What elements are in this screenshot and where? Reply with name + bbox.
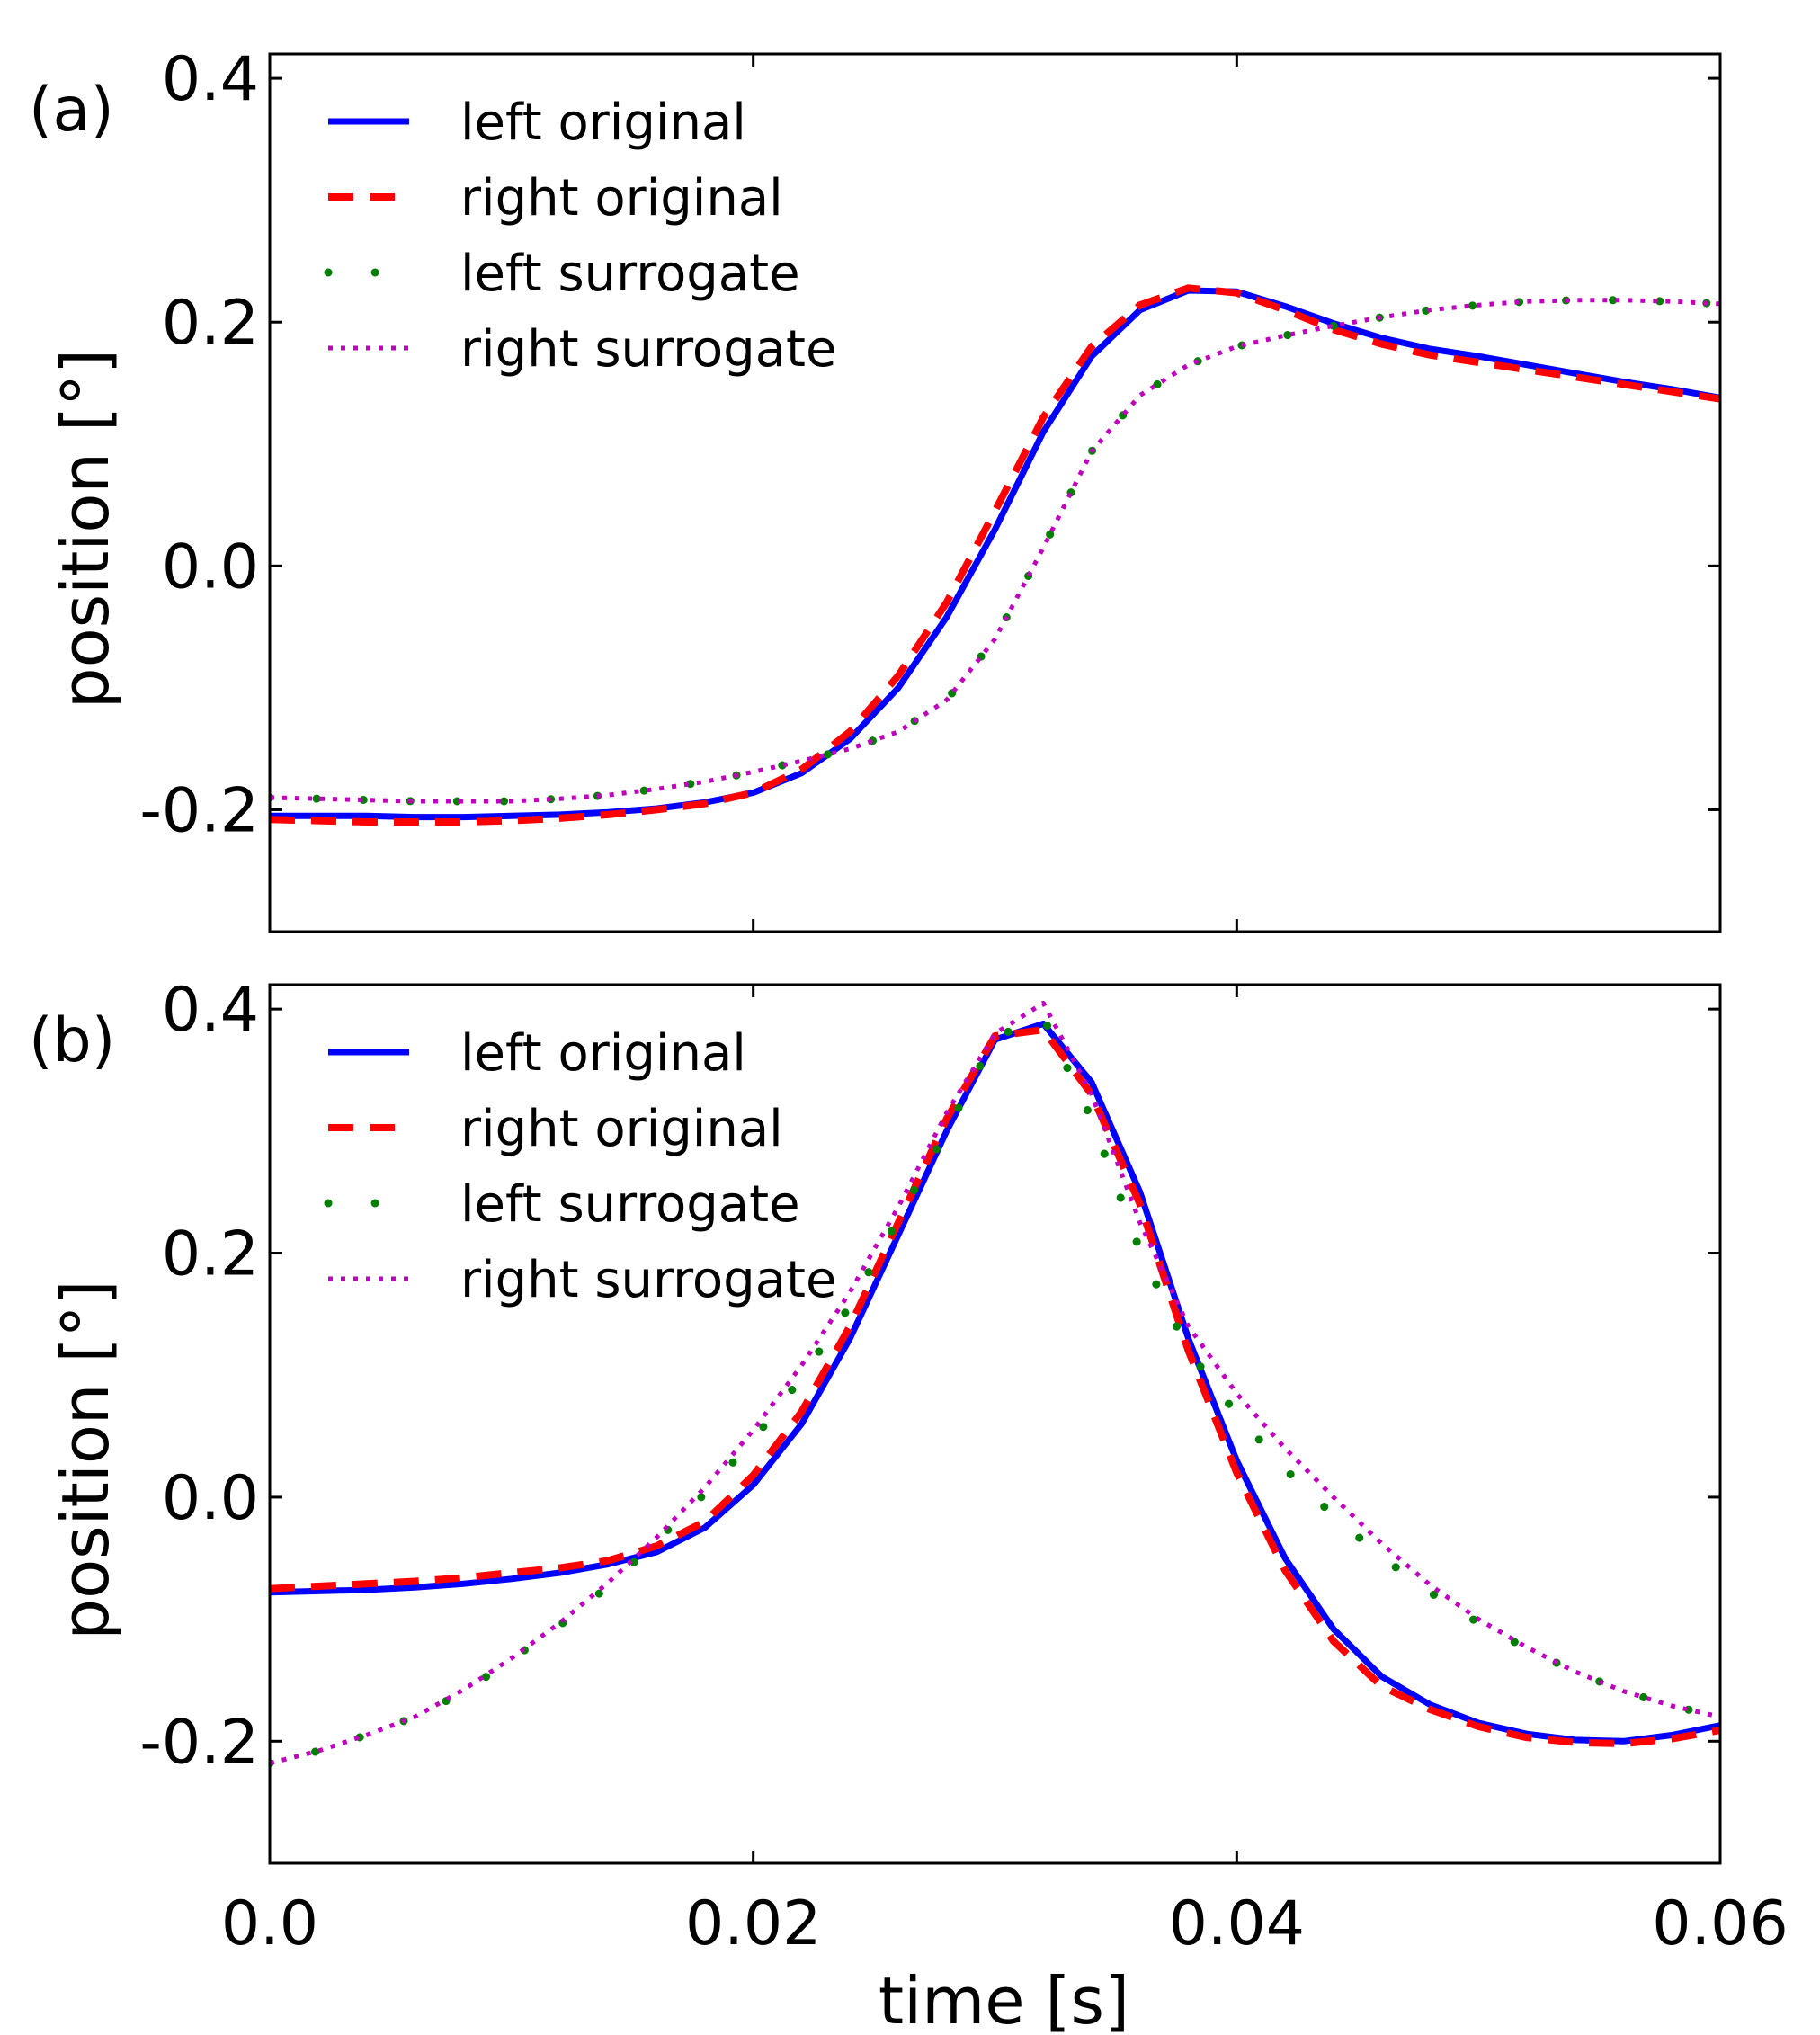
y-tick-label: 0.4 [162, 44, 259, 115]
series-line-right-original [270, 1026, 1720, 1747]
panel-b: -0.2 0.0 0.2 0.4 0.0 0.02 0.04 0.06 (b) position … [29, 975, 1789, 2035]
series-line-right-surrogate [270, 298, 1720, 804]
x-tick-label: 0.0 [221, 1888, 318, 1959]
x-tick-label: 0.04 [1169, 1888, 1305, 1959]
series-line-left-original [270, 287, 1720, 821]
y-tick-label: 0.2 [162, 1219, 259, 1290]
panel-label: (a) [29, 75, 114, 146]
x-tick-label: 0.06 [1652, 1888, 1788, 1959]
y-tick-label: -0.2 [139, 1707, 259, 1778]
y-tick-label: -0.2 [139, 775, 259, 846]
x-tick-label: 0.02 [685, 1888, 821, 1959]
legend-entry: right surrogate [460, 320, 836, 379]
legend-entry: left surrogate [460, 245, 800, 303]
y-axis-title: position [°] [48, 349, 123, 709]
y-tick-label: 0.0 [162, 1463, 259, 1534]
panel-a: -0.2 0.0 0.2 0.4 (a) position [°] left origina… [29, 44, 1722, 933]
y-tick-label: 0.2 [162, 288, 259, 359]
legend: left original right original left surrogat… [324, 1024, 836, 1309]
axes-frame [268, 983, 1722, 1865]
y-tick-label: 0.0 [162, 531, 259, 602]
legend: left original right original left surrogat… [324, 94, 836, 379]
panel-label: (b) [29, 1005, 115, 1076]
series-group [270, 1000, 1720, 1768]
axes-frame [268, 52, 1722, 933]
legend-entry: left original [460, 1024, 746, 1083]
y-tick-label: 0.4 [162, 975, 259, 1046]
x-axis-title: time [s] [879, 1963, 1129, 2035]
legend-entry: left surrogate [460, 1175, 800, 1234]
legend-entry: right original [460, 169, 783, 228]
legend-entry: right surrogate [460, 1251, 836, 1309]
legend-entry: right original [460, 1100, 783, 1158]
y-axis-title: position [°] [48, 1280, 123, 1639]
series-line-right-surrogate [270, 1000, 1720, 1766]
legend-entry: left original [460, 94, 746, 152]
series-line-right-original [270, 284, 1720, 826]
series-group [270, 284, 1720, 826]
